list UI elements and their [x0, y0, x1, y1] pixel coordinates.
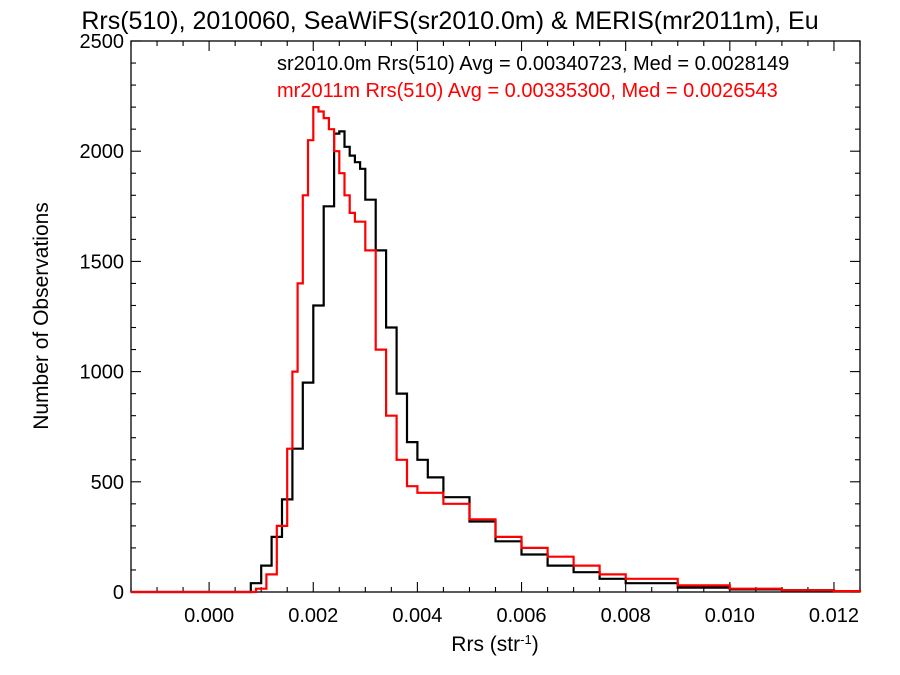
plot-frame	[130, 40, 861, 593]
x-tick-label: 0.008	[601, 605, 651, 627]
y-tick-label: 2000	[80, 141, 125, 163]
x-axis-title-superscript: -1	[520, 632, 532, 647]
series-line-red	[131, 106, 862, 594]
x-axis-title-base: Rrs (str	[451, 633, 520, 656]
y-axis: 0 500 1000 1500 2000 2500	[80, 31, 860, 604]
legend-entry-black: sr2010.0m Rrs(510) Avg = 0.00340723, Med…	[277, 53, 789, 75]
y-tick-label: 1500	[80, 251, 125, 273]
x-tick-label: 0.002	[288, 605, 338, 627]
y-tick-label: 2500	[80, 31, 125, 53]
x-axis-title-close: )	[532, 633, 539, 656]
x-axis-title: Rrs (str-1)	[451, 632, 538, 657]
y-tick-label: 500	[91, 472, 124, 494]
x-tick-label: 0.004	[392, 605, 442, 627]
x-tick-label: 0.006	[497, 605, 547, 627]
x-tick-label: 0.012	[809, 605, 859, 627]
legend-entry-red: mr2011m Rrs(510) Avg = 0.00335300, Med =…	[277, 80, 778, 102]
series-layer	[131, 106, 862, 594]
y-axis-title: Number of Observations	[30, 202, 53, 430]
chart-title: Rrs(510), 2010060, SeaWiFS(sr2010.0m) & …	[81, 7, 818, 35]
y-tick-label: 1000	[80, 362, 125, 384]
series-line-black	[131, 130, 862, 594]
x-tick-label: 0.010	[705, 605, 755, 627]
x-tick-label: 0.000	[184, 605, 234, 627]
y-tick-label: 0	[113, 582, 124, 604]
